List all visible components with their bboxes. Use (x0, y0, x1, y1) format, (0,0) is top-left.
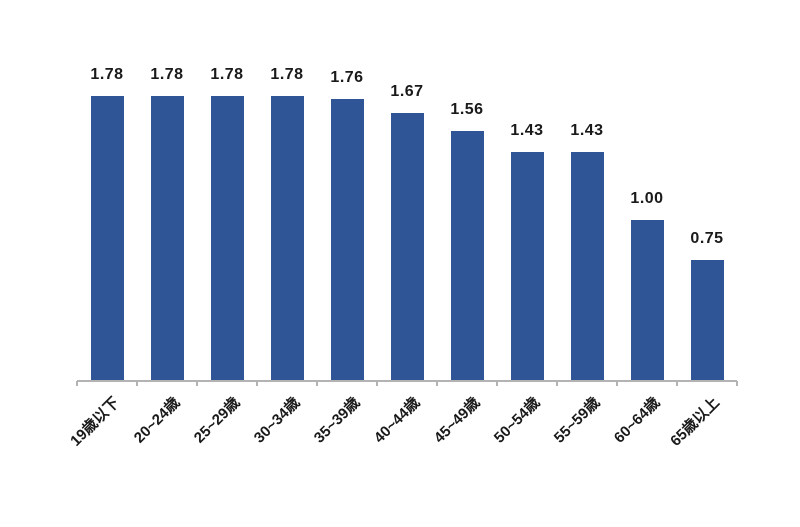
x-axis-label: 20~24歳 (130, 394, 184, 447)
bar (90, 95, 124, 380)
x-axis-label: 19歳以下 (67, 394, 124, 450)
x-axis-label: 35~39歳 (310, 394, 364, 447)
axis-tick (616, 381, 618, 386)
bar-value-label: 1.67 (390, 83, 424, 101)
x-axis-label: 50~54歳 (490, 394, 544, 447)
x-axis-label: 25~29歳 (190, 394, 244, 447)
axis-tick (76, 381, 78, 386)
bar-value-label: 1.78 (150, 65, 184, 83)
axis-tick (136, 381, 138, 386)
axis-tick (436, 381, 438, 386)
x-axis-label: 60~64歳 (610, 394, 664, 447)
axis-tick (736, 381, 738, 386)
bar-value-label: 1.76 (330, 69, 364, 87)
x-axis-label: 55~59歳 (550, 394, 604, 447)
bar-value-label: 1.00 (630, 190, 664, 208)
axis-tick (556, 381, 558, 386)
axis-tick (496, 381, 498, 386)
x-axis-label: 40~44歳 (370, 394, 424, 447)
x-axis-label: 30~34歳 (250, 394, 304, 447)
bar-value-label: 1.43 (510, 121, 544, 139)
bar (450, 131, 484, 380)
bar-value-label: 1.43 (570, 121, 604, 139)
axis-tick (316, 381, 318, 386)
x-axis-label: 45~49歳 (430, 394, 484, 447)
axis-tick (256, 381, 258, 386)
bar (570, 151, 604, 380)
axis-tick (676, 381, 678, 386)
bar (630, 220, 664, 380)
bar-value-label: 1.78 (210, 65, 244, 83)
bar (690, 260, 724, 380)
bar (390, 113, 424, 380)
bar-value-label: 1.78 (270, 65, 304, 83)
bar (150, 95, 184, 380)
bar (210, 95, 244, 380)
bar-value-label: 1.78 (90, 65, 124, 83)
bar-value-label: 1.56 (450, 101, 484, 119)
axis-tick (196, 381, 198, 386)
bar (330, 99, 364, 380)
bar-value-label: 0.75 (690, 230, 724, 248)
x-axis-line (77, 380, 737, 382)
x-axis-label: 65歳以上 (667, 394, 724, 450)
bar (510, 151, 544, 380)
bar (270, 95, 304, 380)
axis-tick (376, 381, 378, 386)
